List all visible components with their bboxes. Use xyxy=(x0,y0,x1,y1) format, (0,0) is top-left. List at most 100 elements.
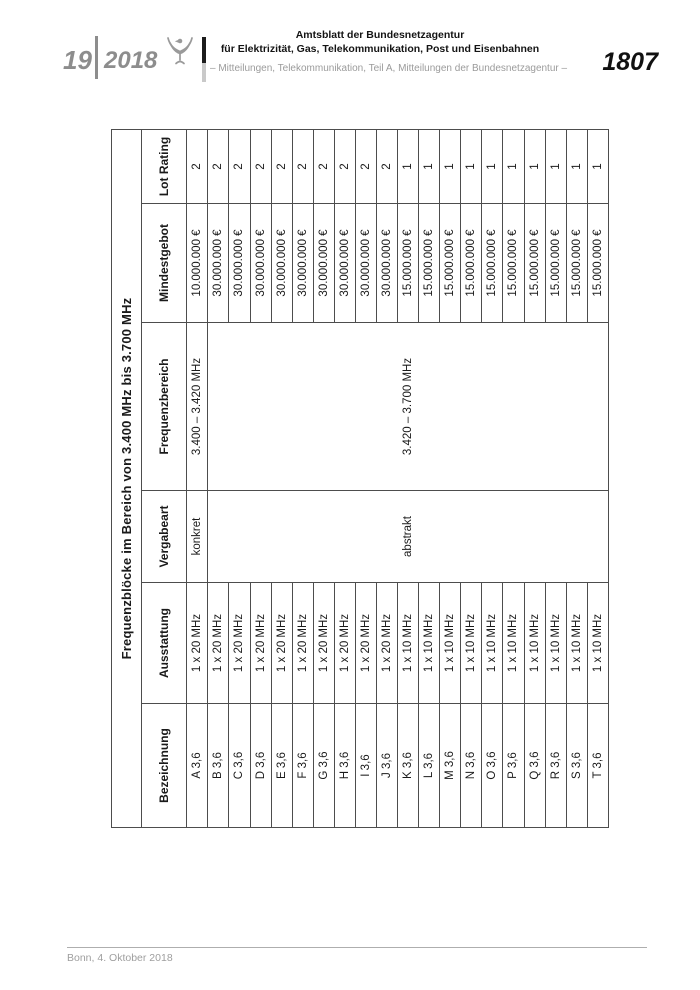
issue-divider-bar xyxy=(95,36,98,79)
cell-lot-rating: 1 xyxy=(545,129,567,204)
table-title: Frequenzblöcke im Bereich von 3.400 MHz … xyxy=(111,129,142,828)
cell-mindestgebot: 15.000.000 € xyxy=(502,203,525,323)
cell-mindestgebot: 30.000.000 € xyxy=(292,203,314,323)
col-header-lot-rating: Lot Rating xyxy=(141,129,187,204)
cell-ausstattung: 1 x 10 MHz xyxy=(545,582,567,704)
header-separator-bar-gray xyxy=(202,63,206,82)
cell-bezeichnung: M 3,6 xyxy=(439,703,461,828)
footer-dateline: Bonn, 4. Oktober 2018 xyxy=(67,952,173,964)
col-header-mindestgebot: Mindestgebot xyxy=(141,203,187,323)
cell-bezeichnung: H 3,6 xyxy=(334,703,356,828)
cell-mindestgebot: 30.000.000 € xyxy=(313,203,335,323)
masthead-title-line2: für Elektrizität, Gas, Telekommunikation… xyxy=(220,42,540,55)
table-row-b: B 3,6 1 x 20 MHz abstrakt 3.420 – 3.700 … xyxy=(207,129,609,828)
cell-mindestgebot: 10.000.000 € xyxy=(186,203,208,323)
cell-lot-rating: 1 xyxy=(524,129,546,204)
col-header-ausstattung: Ausstattung xyxy=(141,582,187,704)
cell-bezeichnung: L 3,6 xyxy=(418,703,440,828)
cell-bezeichnung: D 3,6 xyxy=(250,703,272,828)
cell-ausstattung: 1 x 10 MHz xyxy=(524,582,546,704)
issue-number: 19 xyxy=(63,45,92,75)
cell-bezeichnung: O 3,6 xyxy=(481,703,503,828)
cell-mindestgebot: 30.000.000 € xyxy=(271,203,293,323)
cell-mindestgebot: 15.000.000 € xyxy=(481,203,503,323)
cell-bezeichnung: P 3,6 xyxy=(502,703,525,828)
cell-mindestgebot: 15.000.000 € xyxy=(397,203,419,323)
cell-mindestgebot: 15.000.000 € xyxy=(566,203,588,323)
header-separator-bar-black xyxy=(202,37,206,63)
cell-mindestgebot: 30.000.000 € xyxy=(334,203,356,323)
cell-ausstattung: 1 x 20 MHz xyxy=(228,582,251,704)
cell-lot-rating: 2 xyxy=(376,129,398,204)
masthead-section-line: – Mitteilungen, Telekommunikation, Teil … xyxy=(210,63,568,74)
cell-lot-rating: 2 xyxy=(334,129,356,204)
cell-lot-rating: 1 xyxy=(566,129,588,204)
cell-mindestgebot: 30.000.000 € xyxy=(376,203,398,323)
cell-lot-rating: 2 xyxy=(186,129,208,204)
cell-mindestgebot: 15.000.000 € xyxy=(587,203,609,323)
cell-ausstattung: 1 x 10 MHz xyxy=(502,582,525,704)
cell-bezeichnung: J 3,6 xyxy=(376,703,398,828)
cell-bezeichnung: S 3,6 xyxy=(566,703,588,828)
cell-ausstattung: 1 x 10 MHz xyxy=(397,582,419,704)
cell-ausstattung: 1 x 10 MHz xyxy=(418,582,440,704)
cell-bezeichnung: A 3,6 xyxy=(186,703,208,828)
cell-ausstattung: 1 x 20 MHz xyxy=(271,582,293,704)
table-header-row: Bezeichnung Ausstattung Vergabeart Frequ… xyxy=(141,129,187,828)
cell-mindestgebot: 15.000.000 € xyxy=(439,203,461,323)
cell-mindestgebot: 15.000.000 € xyxy=(418,203,440,323)
cell-lot-rating: 1 xyxy=(481,129,503,204)
cell-lot-rating: 1 xyxy=(418,129,440,204)
masthead-title-line1: Amtsblatt der Bundesnetzagentur xyxy=(295,29,465,41)
cell-frequenzbereich-merged: 3.420 – 3.700 MHz xyxy=(207,322,609,491)
cell-ausstattung: 1 x 20 MHz xyxy=(250,582,272,704)
cell-lot-rating: 1 xyxy=(397,129,419,204)
cell-bezeichnung: K 3,6 xyxy=(397,703,419,828)
cell-lot-rating: 2 xyxy=(292,129,314,204)
cell-bezeichnung: F 3,6 xyxy=(292,703,314,828)
cell-frequenzbereich: 3.400 – 3.420 MHz xyxy=(186,322,208,491)
cell-mindestgebot: 15.000.000 € xyxy=(460,203,482,323)
cell-bezeichnung: R 3,6 xyxy=(545,703,567,828)
cell-ausstattung: 1 x 10 MHz xyxy=(481,582,503,704)
col-header-bezeichnung: Bezeichnung xyxy=(141,703,187,828)
cell-vergabeart-merged: abstrakt xyxy=(207,490,609,583)
cell-ausstattung: 1 x 20 MHz xyxy=(376,582,398,704)
cell-mindestgebot: 30.000.000 € xyxy=(228,203,251,323)
cell-lot-rating: 1 xyxy=(439,129,461,204)
cell-bezeichnung: N 3,6 xyxy=(460,703,482,828)
cell-lot-rating: 2 xyxy=(355,129,377,204)
cell-bezeichnung: Q 3,6 xyxy=(524,703,546,828)
cell-mindestgebot: 30.000.000 € xyxy=(355,203,377,323)
cell-ausstattung: 1 x 10 MHz xyxy=(439,582,461,704)
cell-lot-rating: 2 xyxy=(271,129,293,204)
col-header-frequenzbereich: Frequenzbereich xyxy=(141,322,187,491)
cell-mindestgebot: 30.000.000 € xyxy=(207,203,229,323)
footer-rule xyxy=(67,947,647,948)
cell-lot-rating: 2 xyxy=(313,129,335,204)
cell-ausstattung: 1 x 20 MHz xyxy=(186,582,208,704)
cell-lot-rating: 2 xyxy=(250,129,272,204)
frequency-block-table: Frequenzblöcke im Bereich von 3.400 MHz … xyxy=(111,129,609,828)
cell-ausstattung: 1 x 20 MHz xyxy=(207,582,229,704)
page-number: 1807 xyxy=(602,48,658,76)
cell-bezeichnung: B 3,6 xyxy=(207,703,229,828)
cell-bezeichnung: C 3,6 xyxy=(228,703,251,828)
frequency-table-container: Frequenzblöcke im Bereich von 3.400 MHz … xyxy=(111,129,609,828)
cell-mindestgebot: 15.000.000 € xyxy=(524,203,546,323)
cell-bezeichnung: I 3,6 xyxy=(355,703,377,828)
cell-bezeichnung: G 3,6 xyxy=(313,703,335,828)
cell-lot-rating: 2 xyxy=(207,129,229,204)
issue-year: 2018 xyxy=(104,47,158,74)
cell-ausstattung: 1 x 20 MHz xyxy=(334,582,356,704)
rotated-table-surface: Frequenzblöcke im Bereich von 3.400 MHz … xyxy=(111,129,609,828)
cell-lot-rating: 1 xyxy=(587,129,609,204)
cell-ausstattung: 1 x 10 MHz xyxy=(566,582,588,704)
col-header-vergabeart: Vergabeart xyxy=(141,490,187,583)
cell-lot-rating: 2 xyxy=(228,129,251,204)
cell-ausstattung: 1 x 20 MHz xyxy=(292,582,314,704)
cell-bezeichnung: E 3,6 xyxy=(271,703,293,828)
cell-ausstattung: 1 x 20 MHz xyxy=(355,582,377,704)
cell-lot-rating: 1 xyxy=(502,129,525,204)
